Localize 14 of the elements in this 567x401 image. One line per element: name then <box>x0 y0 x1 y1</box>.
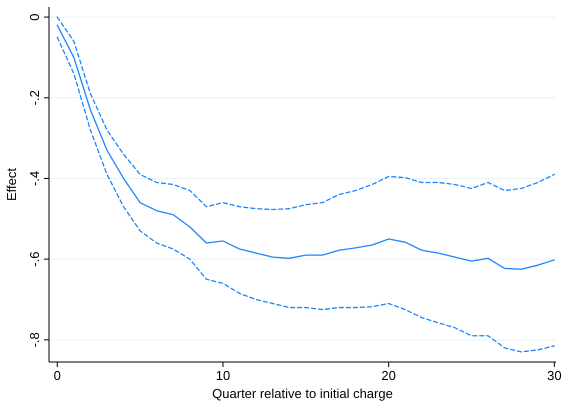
y-tick-label: -.4 <box>27 170 42 186</box>
x-tick-label: 10 <box>216 368 230 383</box>
y-tick-label: 0 <box>27 13 42 21</box>
y-axis-title: Effect <box>4 168 19 202</box>
y-tick-label: -.6 <box>27 252 42 267</box>
line-series <box>56 36 555 353</box>
line-series <box>56 24 555 270</box>
x-axis-title: Quarter relative to initial charge <box>212 386 393 401</box>
y-tick-label: -.2 <box>27 90 42 106</box>
y-tick-label: -.8 <box>27 332 42 348</box>
x-tick-label: 20 <box>381 368 396 383</box>
line-series <box>56 16 555 210</box>
x-tick-label: 30 <box>547 368 562 383</box>
x-tick-label: 0 <box>54 368 61 383</box>
